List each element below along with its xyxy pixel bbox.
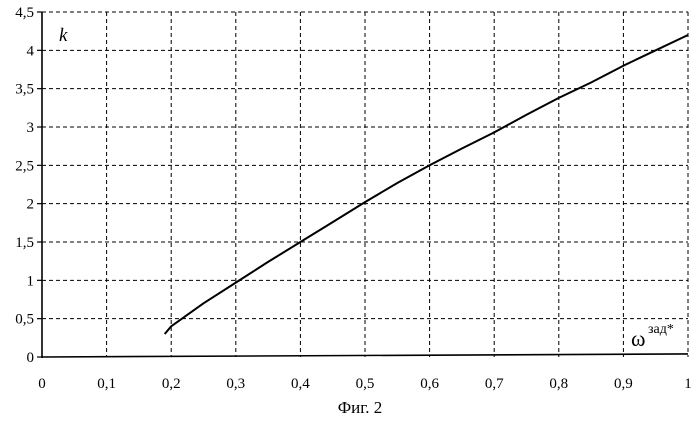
axes (37, 12, 688, 358)
y-tick-label: 0,5 (15, 312, 34, 328)
y-tick-label: 1 (27, 273, 35, 289)
x-tick-labels: 0 0,1 0,2 0,3 0,4 0,5 0,6 0,7 0,8 0,9 1 (38, 376, 692, 392)
figure-caption: Фиг. 2 (338, 398, 383, 417)
x-tick-label: 0,8 (549, 376, 568, 392)
x-tick-label: 0,9 (614, 376, 633, 392)
x-tick-label: 0,2 (162, 376, 181, 392)
y-tick-label: 0 (27, 350, 35, 366)
series-group (165, 35, 688, 334)
y-axis-symbol: k (59, 25, 68, 46)
y-tick-label: 3 (27, 120, 35, 136)
x-tick-label: 0,6 (420, 376, 439, 392)
x-tick-label: 0,1 (97, 376, 116, 392)
x-axis-symbol-superscript: зад* (648, 322, 674, 337)
x-tick-label: 0,4 (291, 376, 310, 392)
series-line (165, 35, 688, 334)
x-tick-label: 0,7 (485, 376, 504, 392)
y-tick-label: 4 (27, 43, 35, 59)
x-tick-label: 0,3 (226, 376, 245, 392)
grid (42, 12, 688, 357)
x-tick-label: 1 (684, 376, 692, 392)
y-tick-labels: 0 0,5 1 1,5 2 2,5 3 3,5 4 4,5 (15, 5, 34, 366)
y-tick-label: 3,5 (15, 82, 34, 98)
y-tick-label: 1,5 (15, 235, 34, 251)
y-tick-label: 2,5 (15, 158, 34, 174)
y-tick-label: 2 (27, 197, 35, 213)
x-axis-symbol: ω (631, 326, 645, 351)
x-tick-label: 0 (38, 376, 46, 392)
x-tick-label: 0,5 (356, 376, 375, 392)
y-tick-label: 4,5 (15, 5, 34, 21)
